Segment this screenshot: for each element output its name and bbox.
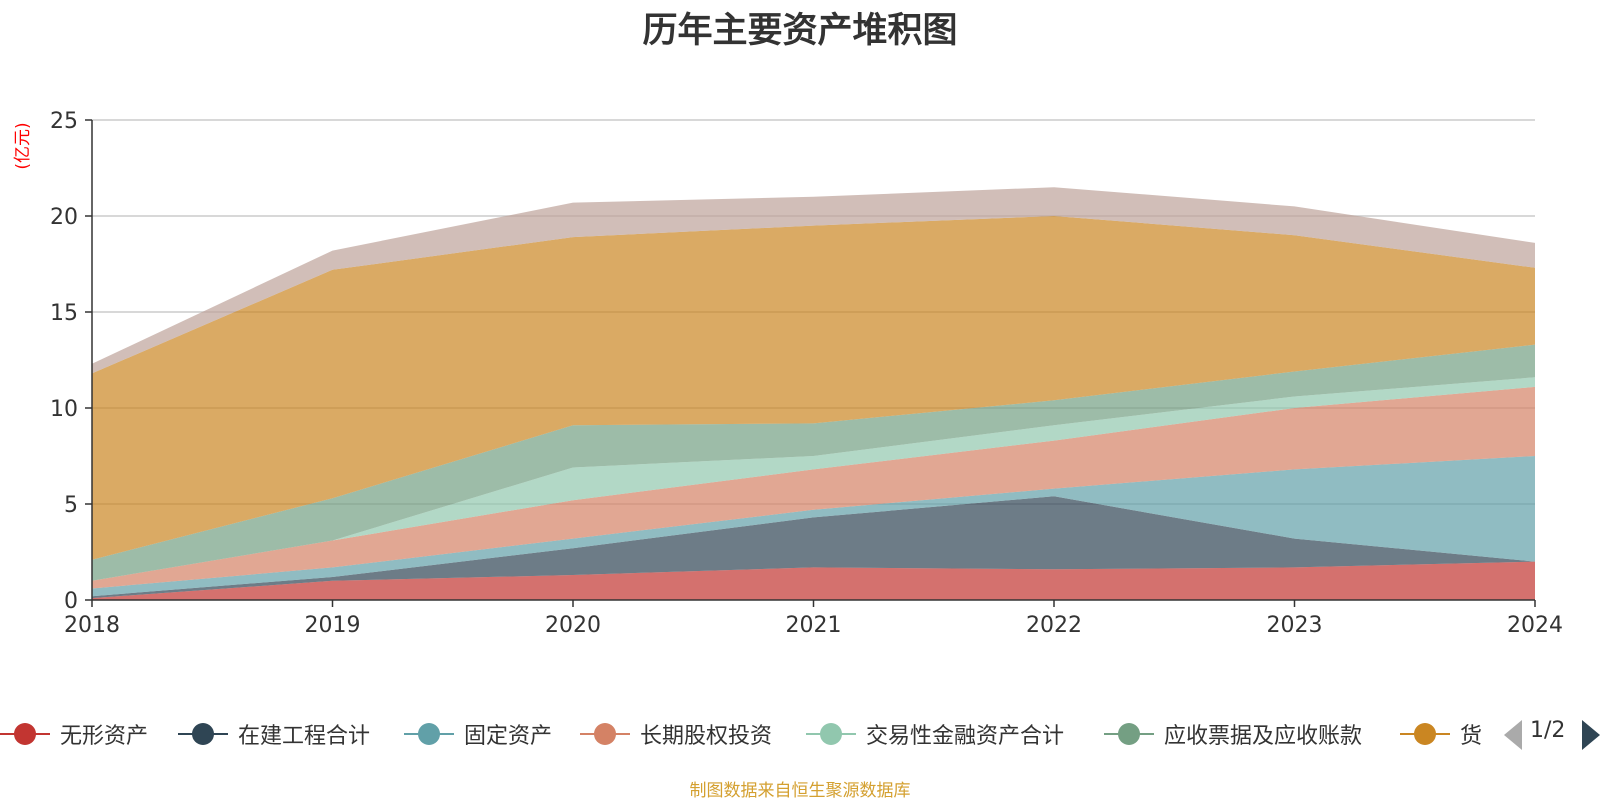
- legend-item-4[interactable]: 交易性金融资产合计: [806, 716, 1064, 752]
- legend-label: 无形资产: [60, 724, 149, 749]
- legend-label: 货: [1460, 724, 1483, 749]
- x-tick-label-5: 2023: [1267, 613, 1323, 638]
- legend-marker-icon: [178, 716, 228, 752]
- legend-label: 固定资产: [464, 724, 553, 749]
- area-series-3[interactable]: [92, 386, 1535, 589]
- legend-item-2[interactable]: 固定资产: [404, 716, 552, 752]
- y-tick-label-5: 25: [50, 109, 78, 134]
- x-tick-label-4: 2022: [1026, 613, 1082, 638]
- area-series-5[interactable]: [92, 344, 1535, 581]
- legend-prev-arrow-icon[interactable]: [1504, 720, 1522, 750]
- legend-marker-icon: [580, 716, 630, 752]
- y-tick-label-2: 10: [50, 397, 78, 422]
- area-series-2[interactable]: [92, 456, 1535, 597]
- stacked-area-chart: 0 5 10 15 20 25 2018 2019 2020 2021 2022 2023 2024 (…: [13, 109, 1563, 638]
- x-tick-label-0: 2018: [64, 613, 120, 638]
- legend-marker-icon: [0, 716, 50, 752]
- axes: 0 5 10 15 20 25 2018 2019 2020 2021 2022 2023 2024: [50, 109, 1563, 638]
- legend-marker-icon: [806, 716, 856, 752]
- x-tick-label-3: 2021: [786, 613, 842, 638]
- legend-page-indicator: 1/2: [1530, 718, 1566, 743]
- area-series-4[interactable]: [92, 377, 1535, 581]
- area-series-1[interactable]: [92, 496, 1535, 599]
- y-tick-label-0: 0: [64, 589, 78, 614]
- legend-label: 在建工程合计: [238, 724, 371, 749]
- legend-pager: 1/2: [1500, 716, 1600, 756]
- area-series-0[interactable]: [92, 561, 1535, 600]
- y-tick-label-3: 15: [50, 301, 78, 326]
- x-tick-label-1: 2019: [305, 613, 361, 638]
- legend: 无形资产 在建工程合计 固定资产 长期股权投资 交易性金融资产合计 应收票据及应收账款 货: [0, 716, 1520, 756]
- legend-item-1[interactable]: 在建工程合计: [178, 716, 370, 752]
- legend-item-6[interactable]: 货: [1400, 716, 1482, 752]
- legend-marker-icon: [1104, 716, 1154, 752]
- legend-label: 交易性金融资产合计: [866, 724, 1065, 749]
- x-tick-label-6: 2024: [1507, 613, 1563, 638]
- legend-label: 应收票据及应收账款: [1164, 724, 1363, 749]
- legend-next-arrow-icon[interactable]: [1582, 720, 1600, 750]
- data-source-note: 制图数据来自恒生聚源数据库: [689, 781, 911, 801]
- area-series-7[interactable]: [92, 187, 1535, 374]
- area-layer: [92, 187, 1535, 600]
- legend-item-0[interactable]: 无形资产: [0, 716, 148, 752]
- legend-label: 长期股权投资: [640, 724, 773, 749]
- area-series-6[interactable]: [92, 216, 1535, 560]
- legend-marker-icon: [404, 716, 454, 752]
- legend-item-3[interactable]: 长期股权投资: [580, 716, 772, 752]
- legend-item-5[interactable]: 应收票据及应收账款: [1104, 716, 1362, 752]
- y-tick-label-4: 20: [50, 205, 78, 230]
- legend-marker-icon: [1400, 716, 1450, 752]
- chart-title: 历年主要资产堆积图: [642, 11, 958, 51]
- y-tick-label-1: 5: [64, 493, 78, 518]
- y-axis-label: (亿元): [13, 122, 33, 169]
- x-tick-label-2: 2020: [545, 613, 601, 638]
